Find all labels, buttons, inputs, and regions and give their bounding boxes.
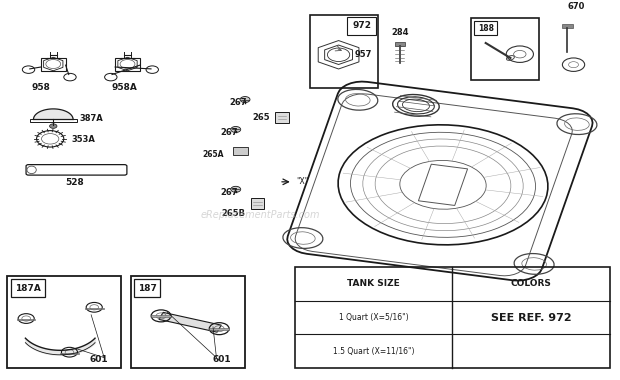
Circle shape [240,97,250,103]
Bar [250,198,264,209]
Text: 958: 958 [32,83,50,92]
Text: 957: 957 [355,50,372,59]
Circle shape [231,127,241,133]
Circle shape [50,124,57,128]
Bar [30,119,77,122]
Text: 188: 188 [477,24,494,33]
Bar [275,112,289,123]
Text: 187A: 187A [15,283,40,293]
Text: "X": "X" [296,177,309,186]
Bar [135,279,161,297]
Text: 601: 601 [89,355,108,364]
Text: 284: 284 [391,28,409,37]
Text: 267: 267 [220,128,238,137]
Bar [562,24,573,28]
Text: 267: 267 [220,188,238,197]
Bar [294,267,610,368]
Bar [11,279,45,297]
Bar [60,353,79,354]
Bar [474,21,497,35]
Text: 528: 528 [66,178,84,187]
Text: 387A: 387A [80,114,104,123]
Bar [151,315,171,317]
Text: 972: 972 [352,21,371,30]
Text: 1 Quart (X=5/16"): 1 Quart (X=5/16") [339,313,408,322]
Text: SEE REF. 972: SEE REF. 972 [491,313,572,323]
Polygon shape [159,312,221,332]
Text: 958A: 958A [112,83,138,92]
Text: 265A: 265A [202,150,223,159]
Text: 267: 267 [229,98,247,107]
Bar [347,17,376,35]
Text: 1.5 Quart (X=11/16"): 1.5 Quart (X=11/16") [333,347,414,356]
Bar [395,42,405,46]
Bar [17,319,35,320]
Bar [85,308,104,309]
Text: 601: 601 [213,355,231,364]
Text: 353A: 353A [72,135,95,144]
Text: 265: 265 [252,113,270,122]
Text: 670: 670 [567,2,585,11]
Bar [210,328,229,330]
Bar [471,18,539,80]
Circle shape [231,186,241,192]
Text: COLORS: COLORS [511,279,552,288]
Bar [131,277,245,368]
Bar [232,147,248,155]
Bar [310,15,378,87]
Text: 187: 187 [138,283,157,293]
Text: 265B: 265B [221,209,245,218]
Text: eReplacementParts.com: eReplacementParts.com [201,210,321,220]
Bar [7,277,122,368]
Text: TANK SIZE: TANK SIZE [347,279,400,288]
